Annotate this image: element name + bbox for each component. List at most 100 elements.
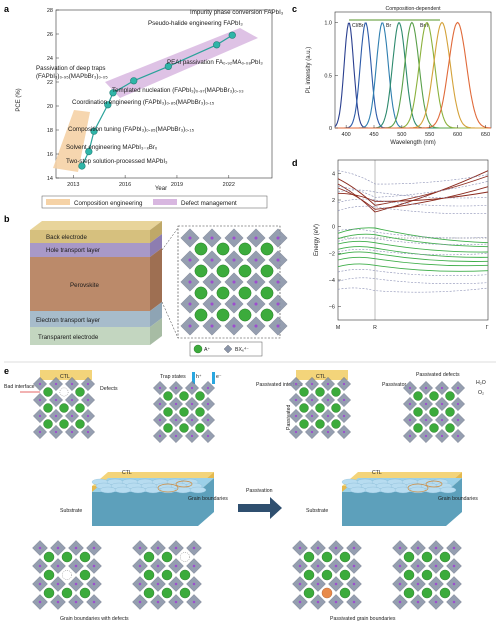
- octahedron-icon: [223, 344, 233, 354]
- passivated-interface-label: Passivated interface: [256, 382, 303, 388]
- left-substrate-block: [92, 478, 214, 526]
- b-site-atom: [326, 382, 330, 386]
- a-cation: [43, 587, 55, 599]
- a-cation: [216, 286, 230, 300]
- a-cation: [339, 551, 351, 563]
- c-ytick-label: 1.0: [324, 21, 332, 27]
- b-site-atom: [206, 386, 210, 390]
- b-site-atom: [210, 280, 214, 284]
- pce-data-point: [90, 127, 98, 135]
- a-cation: [216, 308, 230, 322]
- b-site-atom: [86, 398, 90, 402]
- a-cation: [260, 264, 274, 278]
- panel-b-legend: [189, 341, 263, 357]
- a-cation: [299, 387, 309, 397]
- b-site-atom: [452, 546, 456, 550]
- panel-label-e: e: [4, 366, 9, 376]
- band-line: [337, 240, 489, 253]
- panel-a-frame: [55, 9, 273, 179]
- b-site-atom: [232, 302, 236, 306]
- a-cation: [260, 286, 274, 300]
- band-line: [337, 237, 489, 245]
- b-site-atom: [188, 280, 192, 284]
- panel-c-chart: Composition-dependent Cl/Br Br Br/I 400 4…: [306, 6, 492, 146]
- b-site-atom: [334, 600, 338, 604]
- bad-interface-label: Bad interface: [4, 384, 35, 390]
- layer-back-electrode: Back electrode: [46, 234, 87, 241]
- b-site-atom: [254, 236, 258, 240]
- d-ytick-label: 0: [332, 225, 335, 231]
- b-site-atom: [398, 600, 402, 604]
- b-site-atom: [456, 434, 460, 438]
- b-site-atom: [316, 564, 320, 568]
- b-site-atom: [74, 600, 78, 604]
- a-cation: [195, 407, 205, 417]
- passivation-arrow: [238, 497, 282, 519]
- b-site-atom: [334, 564, 338, 568]
- b-site-atom: [190, 418, 194, 422]
- band-line: [337, 246, 489, 258]
- legend-composition: Composition engineering: [74, 200, 143, 207]
- transparent-electrode-layer: [30, 327, 150, 345]
- b-site-atom: [294, 398, 298, 402]
- hole-transport-layer: [30, 243, 150, 257]
- defects-label: Defects: [100, 386, 118, 392]
- grain: [189, 486, 207, 494]
- b-site-atom: [54, 382, 58, 386]
- layer-perovskite: Perovskite: [70, 282, 99, 289]
- b-site-atom: [206, 434, 210, 438]
- b-site-atom: [92, 582, 96, 586]
- b-site-atom: [174, 418, 178, 422]
- a-ytick-label: 26: [47, 32, 53, 38]
- electron-label: e⁻: [216, 374, 222, 380]
- b-site-atom: [334, 546, 338, 550]
- grain-boundary-ring: [175, 480, 193, 488]
- b-site-atom: [276, 324, 280, 328]
- b-site-atom: [352, 582, 356, 586]
- a-cation: [238, 264, 252, 278]
- a-cation: [321, 587, 333, 599]
- b-site-atom: [190, 402, 194, 406]
- a-cation: [403, 551, 415, 563]
- d-ytick-label: −4: [329, 278, 335, 284]
- b-site-atom: [310, 430, 314, 434]
- band-line: [337, 268, 489, 276]
- a-cation: [445, 391, 455, 401]
- d-ytick-label: 2: [332, 198, 335, 204]
- a-cation: [403, 587, 415, 599]
- a-cation: [238, 308, 252, 322]
- b-site-atom: [38, 430, 42, 434]
- b-site-atom: [74, 564, 78, 568]
- b-site-atom: [352, 600, 356, 604]
- b-site-atom: [56, 546, 60, 550]
- b-site-atom: [276, 280, 280, 284]
- b-site-atom: [188, 258, 192, 262]
- grain-boundary-ring: [425, 480, 443, 488]
- grain: [114, 486, 132, 494]
- b-site-atom: [232, 280, 236, 284]
- b-site-atom: [276, 236, 280, 240]
- b-site-atom: [310, 414, 314, 418]
- b-site-atom: [276, 258, 280, 262]
- left-ctl-label: CTL: [60, 374, 70, 380]
- b-site-atom: [342, 398, 346, 402]
- left-grain-label-1: Grain boundaries: [188, 496, 228, 502]
- grain: [364, 486, 382, 494]
- a-ytick-label: 22: [47, 80, 53, 86]
- layer-etl: Electron transport layer: [36, 317, 100, 324]
- b-site-atom: [210, 236, 214, 240]
- b-site-atom: [456, 418, 460, 422]
- b-site-atom: [138, 582, 142, 586]
- b-site-atom: [188, 324, 192, 328]
- b-site-atom: [138, 546, 142, 550]
- b-site-atom: [174, 386, 178, 390]
- a-cation: [238, 286, 252, 300]
- right-substrate-label: Substrate: [306, 508, 328, 514]
- b-site-atom: [74, 582, 78, 586]
- pce-data-point: [130, 77, 138, 85]
- pce-data-point: [164, 62, 172, 71]
- a-cation: [59, 419, 69, 429]
- a-cation: [421, 587, 433, 599]
- panel-label-b: b: [4, 214, 10, 224]
- b-site-atom: [342, 414, 346, 418]
